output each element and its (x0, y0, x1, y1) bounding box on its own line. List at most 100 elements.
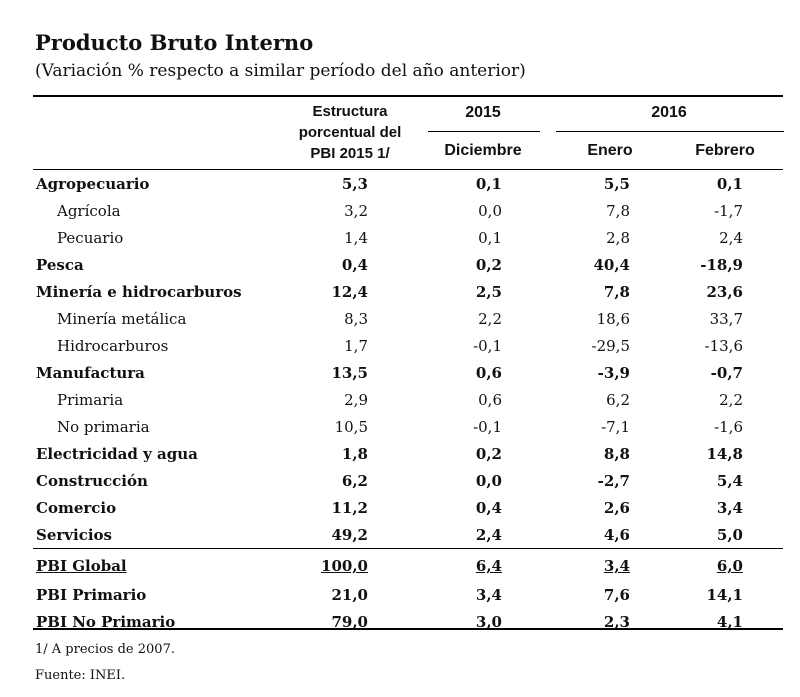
top-rule (33, 95, 783, 97)
cell-structure: 13,5 (331, 364, 368, 382)
table-row: Servicios 49,2 2,4 4,6 5,0 (0, 522, 800, 549)
table-row: Minería e hidrocarburos 12,4 2,5 7,8 23,… (0, 279, 800, 306)
cell-dic-2015: -0,1 (473, 337, 502, 355)
row-label: PBI No Primario (36, 613, 176, 631)
cell-ene-2016: 7,8 (606, 202, 630, 220)
cell-dic-2015: 0,0 (478, 202, 502, 220)
row-label: Minería metálica (57, 310, 187, 328)
source-note: Fuente: INEI. (35, 668, 126, 683)
cell-feb-2016: 5,4 (716, 472, 743, 490)
cell-ene-2016: 2,6 (603, 499, 630, 517)
cell-feb-2016: -1,6 (714, 418, 743, 436)
cell-ene-2016: 40,4 (593, 256, 630, 274)
cell-value: 6,4 (475, 557, 502, 575)
table-row: Pesca 0,4 0,2 40,4 -18,9 (0, 252, 800, 279)
cell-structure: 49,2 (331, 526, 368, 544)
row-label: Manufactura (36, 364, 145, 382)
header-structure: Estructura porcentual del PBI 2015 1/ (275, 101, 425, 164)
cell-feb-2016: 3,4 (716, 499, 743, 517)
cell-ene-2016: 4,6 (603, 526, 630, 544)
cell-structure: 1,4 (344, 229, 368, 247)
cell-structure: 1,7 (344, 337, 368, 355)
cell-structure: 3,2 (344, 202, 368, 220)
cell-structure: 10,5 (334, 418, 368, 436)
cell-structure: 2,9 (344, 391, 368, 409)
row-label: Comercio (36, 499, 117, 517)
header-enero: Enero (587, 142, 633, 159)
cell-ene-2016: -7,1 (601, 418, 630, 436)
cell-feb-2016: -13,6 (704, 337, 743, 355)
table-row: Agrícola 3,2 0,0 7,8 -1,7 (0, 198, 800, 225)
cell-feb-2016: 14,8 (706, 445, 743, 463)
cell-dic-2015: 0,0 (475, 472, 502, 490)
cell-ene-2016: 2,8 (606, 229, 630, 247)
table-row: Comercio 11,2 0,4 2,6 3,4 (0, 495, 800, 522)
bottom-rule (33, 628, 783, 630)
table-row: Pecuario 1,4 0,1 2,8 2,4 (0, 225, 800, 252)
row-label: Agrícola (57, 202, 121, 220)
row-label: Hidrocarburos (57, 337, 169, 355)
cell-feb-2016: 33,7 (709, 310, 743, 328)
row-label: Pecuario (57, 229, 124, 247)
cell-value: 100,0 (321, 557, 368, 575)
row-label: Servicios (36, 526, 112, 544)
row-label: Electricidad y agua (36, 445, 198, 463)
row-label: Primaria (57, 391, 124, 409)
cell-dic-2015: 6,4 (422, 553, 502, 580)
table-row: Hidrocarburos 1,7 -0,1 -29,5 -13,6 (0, 333, 800, 360)
table-row: PBI No Primario 79,0 3,0 2,3 4,1 (0, 609, 800, 636)
cell-structure: 100,0 (288, 553, 368, 580)
cell-ene-2016: 7,6 (603, 586, 630, 604)
cell-feb-2016: 2,4 (719, 229, 743, 247)
year-2015-underline (428, 131, 540, 132)
cell-feb-2016: -18,9 (700, 256, 743, 274)
cell-dic-2015: 2,5 (475, 283, 502, 301)
cell-structure: 12,4 (331, 283, 368, 301)
cell-structure: 8,3 (344, 310, 368, 328)
table-body: Agropecuario 5,3 0,1 5,5 0,1 Agrícola 3,… (0, 171, 800, 636)
cell-feb-2016: 0,1 (716, 175, 743, 193)
footnote: 1/ A precios de 2007. (35, 642, 175, 657)
cell-structure: 0,4 (341, 256, 368, 274)
table-row: PBI Primario 21,0 3,4 7,6 14,1 (0, 582, 800, 609)
row-label: Minería e hidrocarburos (36, 283, 242, 301)
cell-feb-2016: -0,7 (710, 364, 743, 382)
cell-ene-2016: -2,7 (597, 472, 630, 490)
cell-dic-2015: -0,1 (473, 418, 502, 436)
cell-structure: 5,3 (341, 175, 368, 193)
header-bottom-rule (33, 169, 783, 170)
cell-dic-2015: 0,6 (478, 391, 502, 409)
cell-structure: 11,2 (331, 499, 368, 517)
cell-feb-2016: 4,1 (716, 613, 743, 631)
cell-ene-2016: 5,5 (603, 175, 630, 193)
table-row: Primaria 2,9 0,6 6,2 2,2 (0, 387, 800, 414)
row-label: PBI Primario (36, 586, 147, 604)
header-year-2016: 2016 (651, 104, 687, 121)
cell-structure: 79,0 (331, 613, 368, 631)
cell-ene-2016: 8,8 (603, 445, 630, 463)
cell-structure: 1,8 (341, 445, 368, 463)
cell-structure: 21,0 (331, 586, 368, 604)
table-title: Producto Bruto Interno (35, 30, 314, 55)
row-label: Agropecuario (36, 175, 150, 193)
table-row: No primaria 10,5 -0,1 -7,1 -1,6 (0, 414, 800, 441)
year-2016-underline (556, 131, 784, 132)
cell-feb-2016: -1,7 (714, 202, 743, 220)
header-year-2015: 2015 (465, 104, 501, 121)
row-label: PBI Global (36, 557, 127, 575)
header-diciembre: Diciembre (444, 142, 522, 159)
cell-dic-2015: 0,1 (478, 229, 502, 247)
cell-dic-2015: 0,2 (475, 256, 502, 274)
cell-dic-2015: 2,4 (475, 526, 502, 544)
cell-ene-2016: 3,4 (550, 553, 630, 580)
row-label: No primaria (57, 418, 150, 436)
cell-dic-2015: 0,2 (475, 445, 502, 463)
cell-dic-2015: 3,0 (475, 613, 502, 631)
cell-feb-2016: 6,0 (663, 553, 743, 580)
table-row: Agropecuario 5,3 0,1 5,5 0,1 (0, 171, 800, 198)
header-febrero: Febrero (695, 142, 755, 159)
cell-ene-2016: 18,6 (596, 310, 630, 328)
separator-rule (33, 548, 783, 549)
cell-dic-2015: 0,6 (475, 364, 502, 382)
cell-feb-2016: 2,2 (719, 391, 743, 409)
